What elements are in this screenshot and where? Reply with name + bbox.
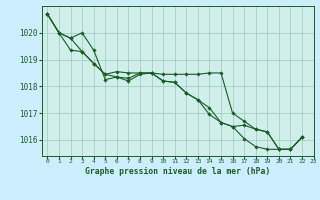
X-axis label: Graphe pression niveau de la mer (hPa): Graphe pression niveau de la mer (hPa) [85, 167, 270, 176]
